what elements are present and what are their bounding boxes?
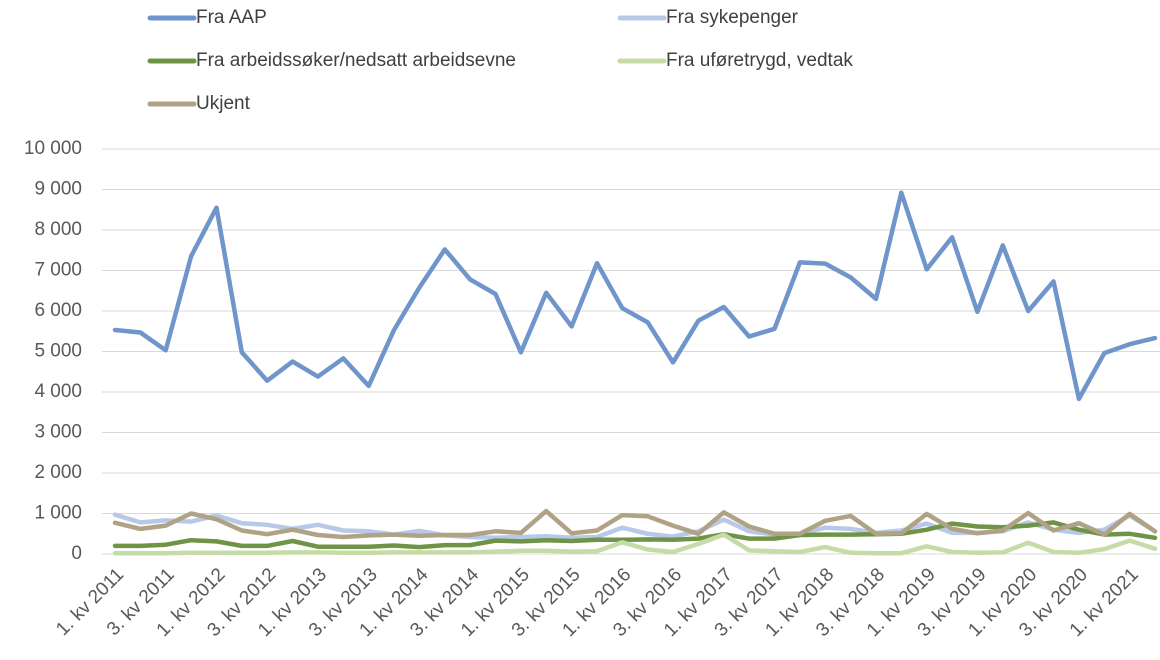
y-tick-label: 3 000 bbox=[34, 422, 82, 443]
legend-label: Fra sykepenger bbox=[666, 7, 799, 28]
legend-label: Fra arbeidssøker/nedsatt arbeidsevne bbox=[196, 50, 516, 71]
y-tick-label: 1 000 bbox=[34, 503, 82, 524]
y-tick-label: 8 000 bbox=[34, 219, 82, 240]
series-line bbox=[112, 532, 1158, 556]
y-tick-label: 2 000 bbox=[34, 462, 82, 483]
legend-label: Ukjent bbox=[196, 93, 251, 114]
series-line bbox=[112, 190, 1158, 402]
series-line bbox=[112, 520, 1158, 550]
y-tick-label: 4 000 bbox=[34, 381, 82, 402]
y-tick-label: 7 000 bbox=[34, 260, 82, 281]
y-tick-label: 6 000 bbox=[34, 300, 82, 321]
y-tick-label: 10 000 bbox=[24, 138, 82, 159]
y-tick-label: 5 000 bbox=[34, 341, 82, 362]
legend-label: Fra AAP bbox=[196, 7, 267, 28]
y-tick-label: 9 000 bbox=[34, 179, 82, 200]
y-tick-label: 0 bbox=[71, 543, 82, 564]
series-line bbox=[112, 508, 1158, 540]
legend-label: Fra uføretrygd, vedtak bbox=[666, 50, 853, 71]
